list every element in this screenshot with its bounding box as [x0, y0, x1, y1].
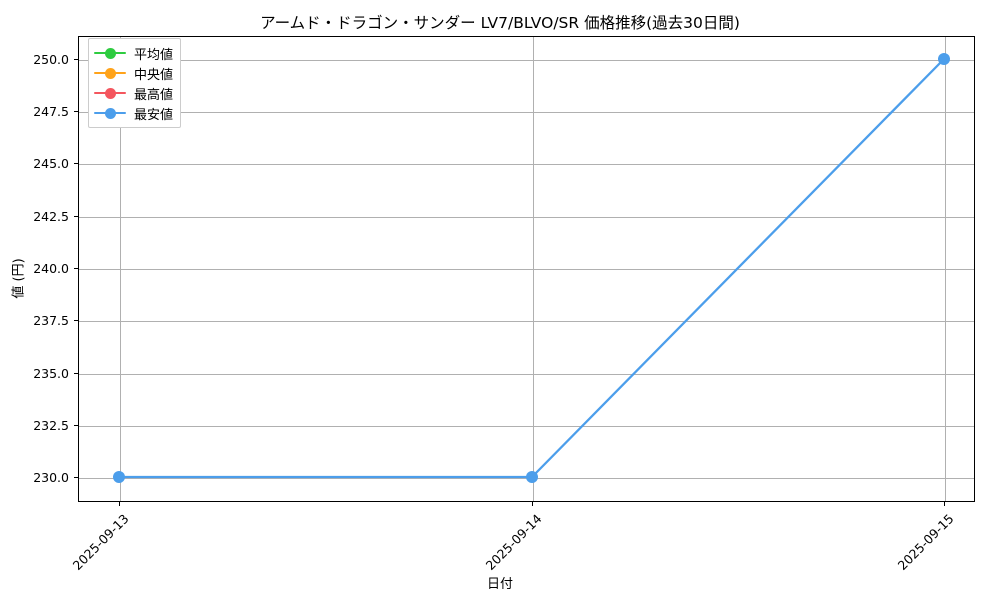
- y-tick-mark: [74, 425, 78, 427]
- y-tick-label: 250.0: [33, 52, 69, 67]
- y-tick-mark: [74, 320, 78, 322]
- legend-item-median: 中央値: [94, 63, 173, 83]
- gridline-horizontal: [79, 478, 974, 479]
- y-tick-mark: [74, 477, 78, 479]
- y-tick-label: 232.5: [33, 418, 69, 433]
- gridline-horizontal: [79, 321, 974, 322]
- legend: 平均値 中央値 最高値 最安値: [88, 38, 182, 128]
- y-tick-mark: [74, 216, 78, 218]
- legend-marker-icon: [94, 46, 126, 60]
- y-tick-mark: [74, 268, 78, 270]
- legend-marker-icon: [94, 86, 126, 100]
- legend-marker-icon: [94, 66, 126, 80]
- y-tick-label: 235.0: [33, 366, 69, 381]
- y-axis-label: 値 (円): [11, 258, 27, 299]
- gridline-horizontal: [79, 217, 974, 218]
- legend-item-average: 平均値: [94, 43, 173, 63]
- gridline-horizontal: [79, 374, 974, 375]
- x-tick-label: 2025-09-14: [482, 511, 545, 573]
- gridline-vertical: [533, 37, 534, 501]
- y-tick-label: 247.5: [33, 104, 69, 119]
- legend-label: 最高値: [134, 87, 174, 103]
- y-tick-mark: [74, 163, 78, 165]
- gridline-horizontal: [79, 60, 974, 61]
- y-tick-label: 242.5: [33, 209, 69, 224]
- y-tick-label: 245.0: [33, 156, 69, 171]
- page-title: アームド・ドラゴン・サンダー LV7/BLVO/SR 価格推移(過去30日間): [260, 14, 740, 32]
- x-tick-label: 2025-09-15: [894, 511, 957, 573]
- gridline-horizontal: [79, 164, 974, 165]
- y-tick-label: 237.5: [33, 313, 69, 328]
- x-tick-mark: [119, 502, 121, 506]
- legend-label: 平均値: [134, 47, 174, 63]
- x-tick-mark: [532, 502, 534, 506]
- gridline-horizontal: [79, 269, 974, 270]
- legend-label: 最安値: [134, 107, 174, 123]
- plot-area: [78, 36, 975, 502]
- legend-item-min: 最安値: [94, 103, 173, 123]
- y-tick-mark: [74, 111, 78, 113]
- y-tick-label: 230.0: [33, 470, 69, 485]
- y-tick-label: 240.0: [33, 261, 69, 276]
- legend-item-max: 最高値: [94, 83, 173, 103]
- x-axis-label: 日付: [486, 577, 513, 592]
- x-tick-label: 2025-09-13: [69, 511, 132, 573]
- gridline-horizontal: [79, 426, 974, 427]
- gridline-horizontal: [79, 112, 974, 113]
- legend-label: 中央値: [134, 67, 174, 83]
- y-tick-mark: [74, 373, 78, 375]
- legend-marker-icon: [94, 106, 126, 120]
- gridline-vertical: [945, 37, 946, 501]
- y-tick-mark: [74, 59, 78, 61]
- x-tick-mark: [944, 502, 946, 506]
